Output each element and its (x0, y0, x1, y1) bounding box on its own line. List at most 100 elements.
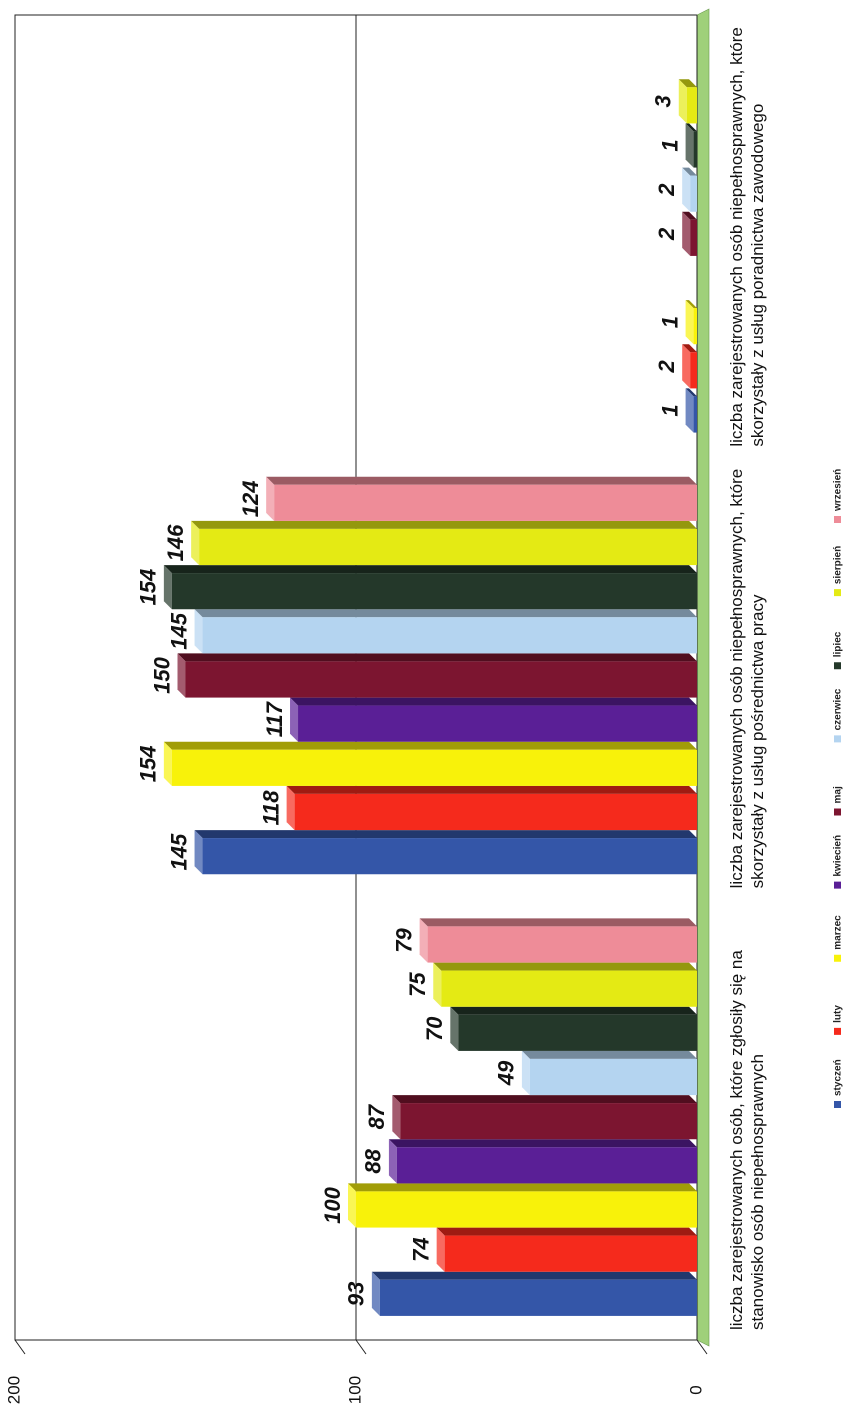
bar-side (266, 476, 697, 485)
bar-top (163, 565, 172, 610)
bar-top (433, 962, 442, 1007)
data-label: 79 (391, 928, 416, 953)
data-label: 100 (320, 1186, 345, 1223)
bar (444, 1235, 697, 1272)
x-tick-label: liczba zarejestrowanych osób niepełnospr… (727, 27, 768, 447)
bar (396, 1147, 697, 1184)
bar (427, 926, 697, 963)
bar (202, 617, 698, 654)
bar-side (682, 167, 697, 176)
data-label: 2 (654, 183, 679, 197)
data-label: 93 (344, 1282, 369, 1306)
bar (274, 484, 697, 521)
bar (199, 528, 697, 566)
data-label: 49 (494, 1060, 519, 1086)
bar-top (392, 1095, 401, 1140)
bar-top (685, 300, 694, 345)
bar (379, 1279, 697, 1316)
bar-side (436, 1227, 697, 1236)
data-label: 88 (361, 1148, 386, 1173)
bar (693, 396, 698, 433)
legend-swatch (834, 808, 841, 816)
legend-swatch (834, 1027, 841, 1035)
bar (298, 705, 697, 742)
bar-top (450, 1006, 459, 1051)
bar-side (678, 79, 697, 88)
legend-label: lipiec (833, 631, 844, 657)
legend-label: sierpień (833, 546, 844, 584)
bar-side (163, 565, 697, 574)
legend-label: wrzesień (833, 469, 844, 512)
bar-side (290, 697, 697, 706)
legend-swatch (834, 516, 841, 523)
category-label-box: liczba zarejestrowanych osób niepełnospr… (727, 468, 768, 889)
bar-top (436, 1227, 445, 1272)
data-label: 117 (262, 700, 287, 737)
data-label: 1 (657, 316, 682, 328)
legend-label: marzec (833, 915, 844, 950)
bar (294, 793, 697, 831)
bar-side (388, 1139, 697, 1148)
bar (356, 1191, 697, 1228)
data-label: 2 (654, 359, 679, 373)
bar (202, 838, 698, 875)
bar-top (290, 697, 299, 742)
bar (690, 219, 697, 256)
data-label: 118 (258, 790, 283, 826)
bar-side (191, 520, 697, 529)
data-label: 3 (651, 95, 676, 107)
bar (686, 87, 698, 124)
data-label: 150 (149, 656, 174, 693)
bar-top (194, 830, 203, 875)
category-label-box: liczba zarejestrowanych osób, które zgło… (727, 950, 768, 1330)
bar-side (685, 388, 697, 397)
data-label: 1 (657, 139, 682, 151)
bar (458, 1014, 697, 1051)
bar-top (163, 741, 172, 786)
data-label: 145 (166, 612, 191, 649)
bar-top (194, 609, 203, 654)
bar-top (177, 653, 186, 698)
bar (690, 352, 697, 389)
bar-side (685, 123, 697, 132)
x-tick-label: liczba zarejestrowanych osób niepełnospr… (727, 468, 768, 889)
tick-mark (14, 1339, 26, 1355)
bar-top (685, 123, 694, 168)
chart-body: 0 100 200 93 74 100 88 87 49 70 75 79 liczba zarejes… (4, 8, 844, 1404)
bar-side (521, 1050, 697, 1059)
bar (171, 749, 698, 786)
legend-swatch (834, 589, 841, 597)
data-label: 2 (654, 227, 679, 241)
legend-swatch (834, 954, 841, 962)
y-tick-label: 200 (4, 1376, 23, 1404)
bar-top (266, 476, 275, 521)
bar (400, 1103, 697, 1140)
legend-label: maj (833, 786, 844, 803)
bar (185, 661, 697, 698)
y-tick-label: 100 (345, 1376, 364, 1404)
bar-top (388, 1139, 397, 1184)
bar-top (371, 1271, 380, 1316)
bar (693, 131, 698, 168)
bar-top (678, 79, 687, 124)
bar-side (348, 1183, 697, 1192)
plot-floor (696, 8, 710, 1347)
data-label: 87 (364, 1103, 389, 1129)
bar (529, 1058, 697, 1096)
x-tick-label: liczba zarejestrowanych osób, które zgło… (727, 950, 768, 1330)
bar-side (685, 300, 697, 309)
bar (690, 175, 697, 212)
bar-side (682, 344, 697, 353)
legend-swatch (834, 662, 841, 670)
legend-swatch (834, 1101, 841, 1108)
bar (441, 970, 697, 1007)
bar-top (682, 167, 691, 212)
bar-side (163, 741, 697, 750)
bar-side (371, 1271, 697, 1280)
data-label: 75 (405, 972, 430, 997)
bar-side (194, 830, 697, 839)
bar-side (286, 785, 697, 794)
data-label: 154 (136, 569, 161, 606)
tick-mark (355, 1339, 367, 1355)
